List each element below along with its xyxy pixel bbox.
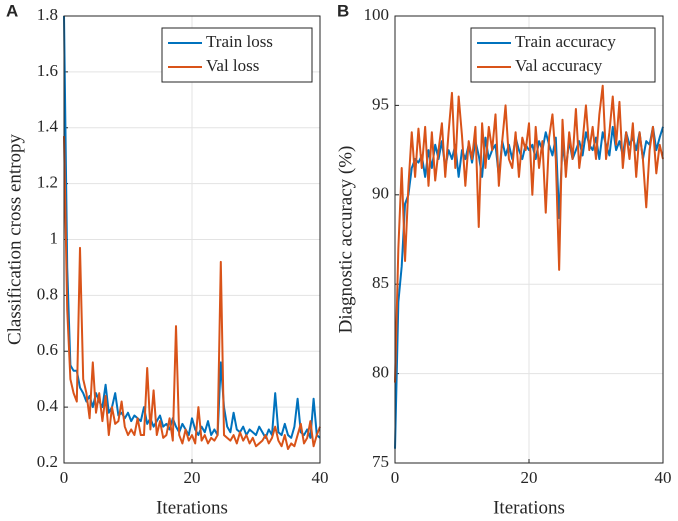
x-tick-label: 40 [312,468,329,487]
x-axis-label: Iterations [493,497,565,518]
y-tick-label: 0.6 [37,340,58,359]
y-tick-label: 100 [364,5,390,24]
y-axis-label: Classification cross entropy [4,133,25,345]
series-line [63,15,321,439]
y-tick-label: 75 [372,452,389,471]
axes-box [63,15,321,464]
x-tick-label: 40 [655,468,672,487]
legend-label: Train loss [206,32,273,51]
y-axis-label: Diagnostic accuracy (%) [335,146,356,334]
y-tick-label: 1 [50,228,59,247]
y-tick-label: 1.6 [37,61,58,80]
axes-box [394,15,664,464]
x-axis-label: Iterations [156,497,228,518]
y-tick-label: 85 [372,273,389,292]
y-tick-label: 0.2 [37,452,58,471]
y-tick-label: 0.8 [37,284,58,303]
legend-box [470,27,656,83]
series-line [394,84,664,383]
legend-label: Val loss [206,56,259,75]
legend-box [161,27,313,83]
series-line [394,125,664,449]
panel-label: A [6,1,18,20]
y-tick-label: 1.8 [37,5,58,24]
x-tick-label: 20 [184,468,201,487]
legend-label: Val accuracy [515,56,603,75]
y-tick-label: 80 [372,363,389,382]
y-tick-label: 95 [372,94,389,113]
y-tick-label: 90 [372,184,389,203]
y-tick-label: 0.4 [37,396,59,415]
x-tick-label: 0 [60,468,69,487]
x-tick-label: 20 [521,468,538,487]
series-line [63,136,321,451]
x-tick-label: 0 [391,468,400,487]
panel-label: B [337,1,349,20]
y-tick-label: 1.4 [37,117,59,136]
legend-label: Train accuracy [515,32,616,51]
y-tick-label: 1.2 [37,173,58,192]
